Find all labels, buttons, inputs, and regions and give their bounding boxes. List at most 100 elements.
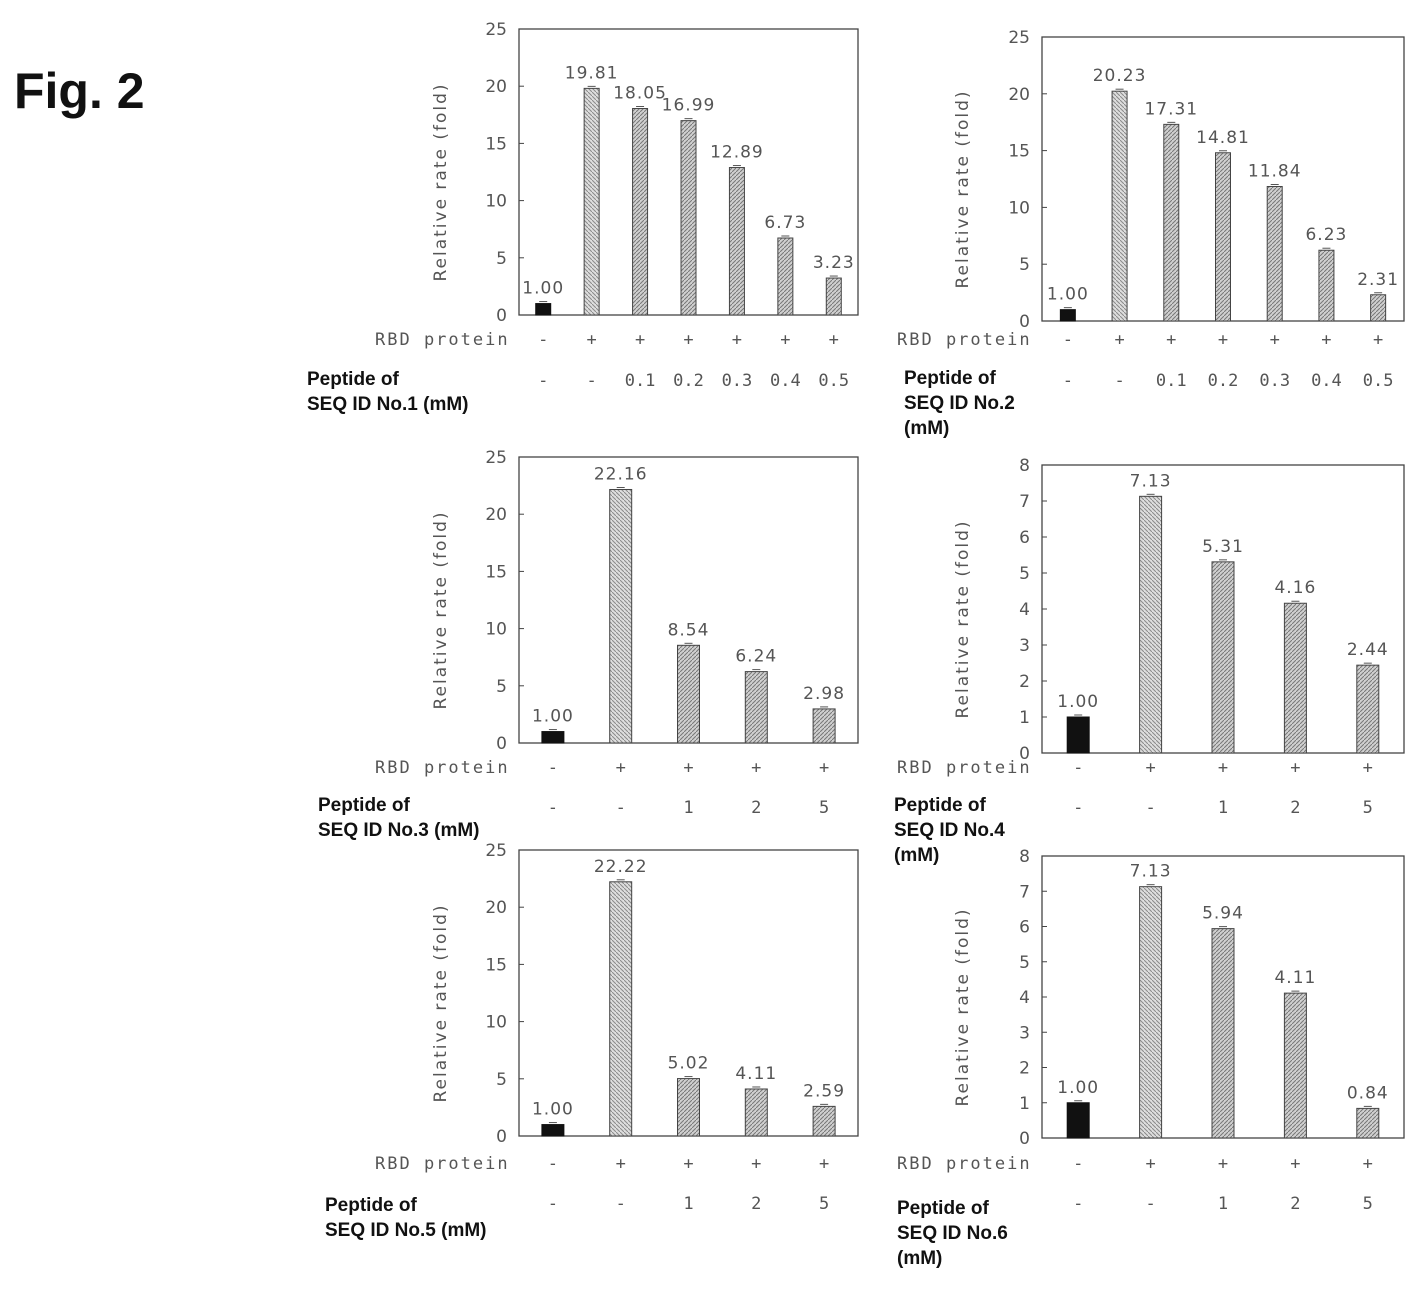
peptide-row-label: Peptide of SEQ ID No.4 (mM) [894,793,1005,868]
rbd-cell: + [1217,330,1229,350]
bar [825,277,842,316]
y-tick-label: 3 [1019,1023,1030,1043]
plot-frame [1041,855,1405,1139]
plot-frame [518,28,859,316]
y-tick-label: 15 [485,134,507,154]
y-tick-label: 5 [496,677,507,697]
bar [812,1105,836,1137]
peptide-label-line: Peptide of [894,795,986,816]
bar [1370,294,1387,322]
data-label: 12.89 [710,143,764,163]
data-label: 11.84 [1248,161,1302,181]
peptide-cell: - [1114,371,1125,391]
rbd-cell: + [818,1154,830,1174]
y-tick-label: 10 [485,1013,507,1033]
y-tick-label: 0 [496,1127,507,1147]
bar [1318,249,1335,322]
peptide-cell: - [615,798,626,818]
peptide-row-label: Peptide of SEQ ID No.2 (mM) [904,366,1015,441]
bar [632,108,649,316]
data-label: 1.00 [1047,285,1089,305]
bar [777,237,794,316]
rbd-row-label: RBD protein [897,330,1032,350]
data-label: 6.24 [735,647,777,667]
rbd-cell: + [1290,758,1301,778]
y-tick-label: 25 [1008,28,1030,48]
bar [1215,152,1231,322]
data-label: 7.13 [1130,471,1172,491]
data-label: 2.98 [803,684,845,704]
y-tick-label: 2 [1019,1059,1030,1079]
rbd-cell: + [828,330,839,350]
peptide-row-label: Peptide of SEQ ID No.1 (mM) [307,367,469,417]
rbd-cell: + [780,330,791,350]
peptide-cell: 0.3 [1259,371,1291,391]
rbd-cell: - [1073,758,1084,778]
data-label: 0.84 [1347,1083,1389,1103]
y-tick-label: 6 [1019,918,1030,938]
data-label: 3.23 [813,253,855,273]
y-tick-label: 5 [496,1070,507,1090]
bar [541,731,565,744]
peptide-cell: - [1145,1194,1156,1214]
y-tick-label: 5 [1019,564,1030,584]
data-label: 1.00 [532,1100,574,1120]
rbd-cell: + [1114,330,1125,350]
y-tick-label: 25 [485,841,507,861]
bar [677,644,700,744]
peptide-cell: 0.1 [624,371,656,391]
rbd-cell: + [1290,1154,1301,1174]
peptide-cell: 2 [751,798,762,818]
y-tick-label: 7 [1019,882,1030,902]
data-label: 20.23 [1093,66,1147,86]
bar [677,1078,700,1137]
y-tick-label: 25 [485,448,507,468]
rbd-cell: + [1321,330,1332,350]
data-label: 2.31 [1357,270,1399,290]
y-tick-label: 6 [1019,528,1030,548]
bar [1139,886,1163,1139]
data-label: 2.44 [1347,640,1389,660]
bar [1356,1107,1380,1139]
y-axis-title: Relative rate (fold) [953,907,973,1106]
y-tick-label: 20 [1008,85,1030,105]
figure-title: Fig. 2 [14,63,145,119]
bar [535,303,552,316]
peptide-label-line: (mM) [897,1248,943,1269]
peptide-label-line: SEQ ID No.5 (mM) [325,1220,487,1241]
data-label: 6.73 [764,213,806,233]
y-axis-title: Relative rate (fold) [431,510,451,709]
peptide-label-line: SEQ ID No.6 [897,1223,1008,1244]
data-label: 7.13 [1130,862,1172,882]
peptide-cell: 2 [751,1194,762,1214]
y-tick-label: 7 [1019,492,1030,512]
peptide-label-line: SEQ ID No.3 (mM) [318,820,480,841]
y-tick-label: 10 [485,620,507,640]
plot-frame [518,849,859,1137]
peptide-cell: - [1073,798,1084,818]
bar [541,1124,565,1137]
y-tick-label: 0 [496,734,507,754]
peptide-row-label: Peptide of SEQ ID No.6 (mM) [897,1196,1008,1271]
peptide-label-line: SEQ ID No.2 [904,393,1015,414]
y-axis-title: Relative rate (fold) [431,82,451,281]
bar [1066,1102,1090,1139]
y-tick-label: 0 [496,306,507,326]
peptide-cell: 0.2 [1207,371,1239,391]
peptide-cell: - [547,798,559,818]
peptide-cell: 5 [818,1194,830,1214]
rbd-row-label: RBD protein [897,1154,1032,1174]
bar [1066,716,1090,754]
data-label: 4.16 [1274,578,1316,598]
data-label: 5.94 [1202,904,1244,924]
rbd-cell: - [547,758,559,778]
peptide-row-label: Peptide of SEQ ID No.3 (mM) [318,793,480,843]
peptide-cell: 0.5 [1362,371,1394,391]
rbd-cell: + [818,758,830,778]
y-tick-label: 20 [485,898,507,918]
